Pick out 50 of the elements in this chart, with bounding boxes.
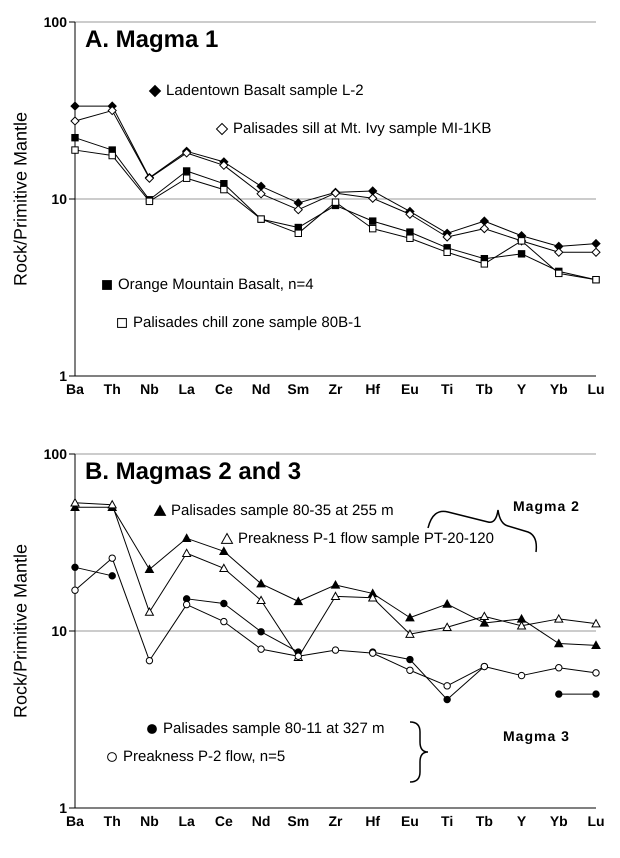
x-tick-label: La [178, 812, 196, 829]
x-tick-label: Zr [328, 812, 344, 829]
y-tick-label: 100 [44, 446, 68, 462]
legend-label: Palisades sample 80-35 at 255 m [171, 502, 394, 519]
legend-label: Palisades sample 80-11 at 327 m [163, 720, 385, 737]
x-tick-label: Th [104, 812, 121, 829]
y-tick-label: 1 [59, 800, 68, 816]
x-tick-label: Sm [287, 812, 310, 829]
x-tick-label: Hf [365, 380, 380, 397]
legend-label: Preakness P-1 flow sample PT-20-120 [238, 530, 494, 547]
x-tick-label: Tb [476, 380, 493, 397]
x-tick-label: Nd [252, 812, 270, 829]
legend-label: Ladentown Basalt sample L-2 [166, 82, 364, 99]
x-tick-label: Ce [214, 812, 234, 829]
x-tick-label: Eu [400, 380, 419, 397]
chart-title: A. Magma 1 [85, 26, 218, 53]
x-tick-label: Lu [587, 812, 605, 829]
x-tick-label: Ti [441, 812, 454, 829]
x-tick-label: Zr [328, 380, 344, 397]
x-tick-label: Th [104, 380, 121, 397]
x-tick-label: Nb [140, 812, 159, 829]
legend-label: Palisades chill zone sample 80B-1 [133, 314, 362, 331]
y-axis-title: Rock/Primitive Mantle [10, 544, 30, 718]
x-tick-label: Yb [550, 812, 568, 829]
x-tick-label: Nd [252, 380, 270, 397]
x-tick-label: Lu [587, 380, 605, 397]
x-tick-label: La [178, 380, 196, 397]
y-tick-label: 100 [44, 14, 68, 30]
legend-label: Preakness P-2 flow, n=5 [123, 748, 286, 765]
legend-label: Palisades sill at Mt. Ivy sample MI-1KB [233, 120, 492, 137]
x-tick-label: Tb [476, 812, 493, 829]
y-tick-label: 10 [51, 190, 68, 207]
y-tick-label: 1 [59, 368, 68, 384]
y-axis-title: Rock/Primitive Mantle [10, 112, 30, 286]
x-tick-label: Ti [441, 380, 454, 397]
y-tick-label: 10 [51, 622, 68, 639]
x-tick-label: Ba [66, 812, 84, 829]
legend-label: Orange Mountain Basalt, n=4 [118, 276, 314, 293]
x-tick-label: Y [516, 380, 527, 397]
annotation: Magma 2 [513, 498, 580, 514]
annotation: Magma 3 [503, 728, 570, 744]
x-tick-label: Nb [140, 380, 159, 397]
chart-title: B. Magmas 2 and 3 [85, 458, 302, 485]
x-tick-label: Ce [214, 380, 234, 397]
x-tick-label: Y [516, 812, 527, 829]
x-tick-label: Ba [66, 380, 84, 397]
x-tick-label: Yb [550, 380, 568, 397]
x-tick-label: Hf [365, 812, 380, 829]
x-tick-label: Sm [287, 380, 310, 397]
x-tick-label: Eu [400, 812, 419, 829]
